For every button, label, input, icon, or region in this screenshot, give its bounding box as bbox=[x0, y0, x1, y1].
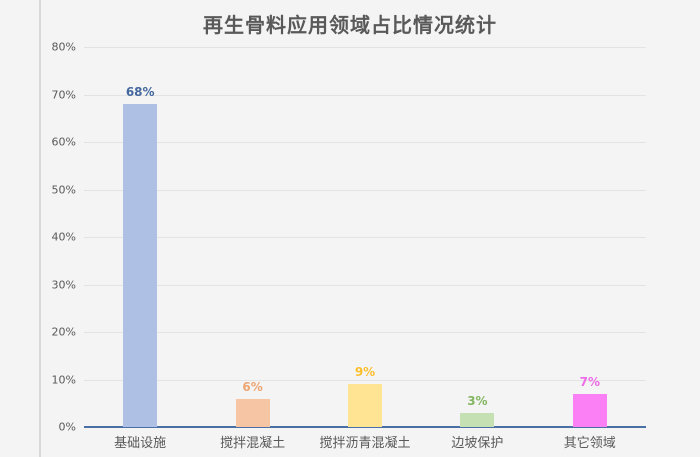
gridline bbox=[84, 237, 646, 238]
chart-title: 再生骨料应用领域占比情况统计 bbox=[203, 13, 497, 37]
x-category-label: 其它领域 bbox=[563, 436, 616, 451]
y-tick-label: 30% bbox=[51, 278, 76, 291]
y-tick-label: 20% bbox=[51, 325, 76, 339]
plot-area: 0% 10% 20% 30% 40% 50% 60% 70% 80% 68% 基础设施 6% 搅拌混凝土… bbox=[52, 42, 646, 450]
gridline bbox=[84, 284, 646, 286]
gridline bbox=[84, 189, 646, 191]
bar bbox=[235, 398, 270, 427]
left-border-line bbox=[39, 0, 41, 457]
y-tick-label: 60% bbox=[51, 135, 76, 149]
bar bbox=[348, 384, 382, 427]
y-tick-label: 50% bbox=[51, 183, 76, 196]
gridline bbox=[84, 332, 646, 333]
y-tick-label: 0% bbox=[58, 420, 76, 434]
x-axis-line bbox=[84, 426, 646, 428]
x-category-label: 搅拌混凝土 bbox=[220, 436, 286, 451]
bar-value-label: 9% bbox=[354, 365, 376, 380]
gridline bbox=[84, 142, 646, 143]
y-tick-label: 80% bbox=[51, 40, 76, 54]
y-tick-label: 10% bbox=[51, 373, 76, 386]
gridline bbox=[84, 379, 646, 381]
bar-value-label: 68% bbox=[125, 85, 155, 99]
bar-value-label: 6% bbox=[242, 379, 263, 394]
x-category-label: 搅拌沥青混凝土 bbox=[319, 436, 411, 451]
gridline bbox=[84, 47, 646, 48]
bar-value-label: 3% bbox=[467, 393, 488, 408]
gridline bbox=[84, 94, 646, 96]
x-category-label: 基础设施 bbox=[114, 436, 167, 451]
bar bbox=[123, 104, 158, 427]
y-tick-label: 70% bbox=[51, 88, 76, 101]
bar-value-label: 7% bbox=[579, 374, 600, 389]
bar bbox=[460, 412, 495, 427]
bar bbox=[572, 393, 607, 427]
x-category-label: 边坡保护 bbox=[451, 436, 504, 451]
y-tick-label: 40% bbox=[51, 230, 76, 244]
